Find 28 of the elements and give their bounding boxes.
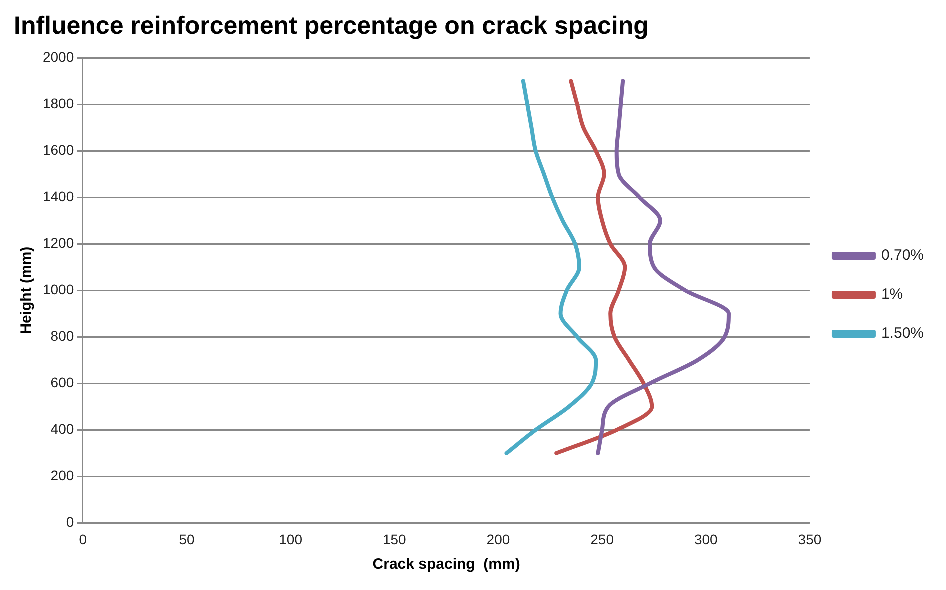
y-tick-label: 200 <box>50 468 74 484</box>
x-tick-label: 50 <box>179 531 195 548</box>
line-series <box>554 79 654 456</box>
x-tick-label: 350 <box>798 531 822 548</box>
x-tick-label: 150 <box>382 531 407 548</box>
x-tick-label: 100 <box>279 531 303 548</box>
x-tick-label: 300 <box>694 531 718 548</box>
line-series <box>504 79 598 456</box>
x-tick-label: 200 <box>486 531 510 548</box>
y-tick-label: 1000 <box>42 281 74 298</box>
y-tick-label: 1400 <box>42 188 74 204</box>
line-series <box>596 79 731 456</box>
y-tick-label: 1800 <box>42 95 74 112</box>
y-tick-label: 0 <box>66 514 74 530</box>
y-tick-label: 600 <box>50 374 74 390</box>
legend-label: 1.50% <box>881 325 924 342</box>
x-axis-title: Crack spacing (mm) <box>372 556 520 574</box>
legend-label: 1% <box>881 286 904 304</box>
chart-title: Influence reinforcement percentage on crack spacing <box>14 12 649 40</box>
y-tick-label: 1200 <box>42 234 74 251</box>
x-tick-label: 250 <box>590 531 614 548</box>
y-tick-label: 400 <box>50 421 74 438</box>
y-tick-label: 1600 <box>42 142 74 158</box>
y-tick-label: 2000 <box>42 48 74 65</box>
legend-label: 0.70% <box>881 247 924 264</box>
y-axis-title: Height (mm) <box>18 246 36 334</box>
y-tick-label: 800 <box>50 328 74 344</box>
x-tick-label: 0 <box>79 531 88 548</box>
